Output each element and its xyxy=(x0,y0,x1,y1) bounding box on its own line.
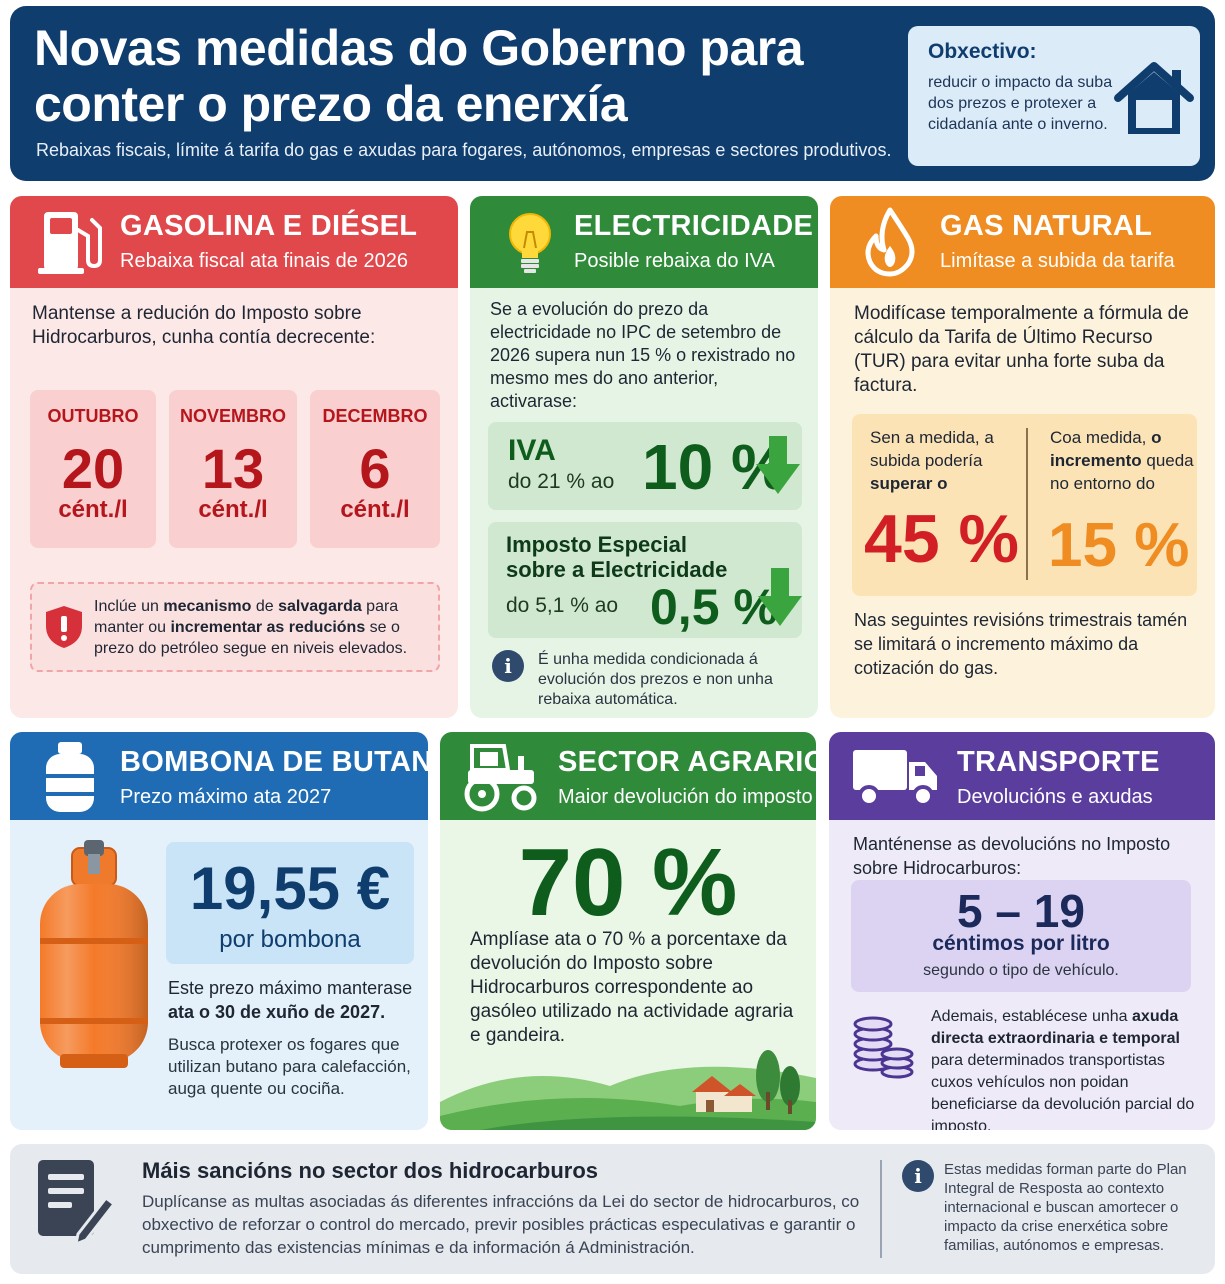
card-subtitle: Rebaixa fiscal ata finais de 2026 xyxy=(120,250,408,272)
butane-price: 19,55 € xyxy=(189,855,391,922)
tax-label: Imposto Especial sobre a Electricidade xyxy=(506,532,728,582)
card-subtitle: Posible rebaixa do IVA xyxy=(574,250,775,272)
shield-icon xyxy=(46,606,82,648)
month-name: OUTUBRO xyxy=(47,406,139,426)
fuel-pump-icon xyxy=(38,212,102,274)
card-title: SECTOR AGRARIO xyxy=(558,746,816,778)
refund-range-box: 5 – 19 céntimos por litro segundo o tipo… xyxy=(851,880,1191,992)
footer-note: Estas medidas forman parte do Plan Integ… xyxy=(944,1161,1187,1254)
butane-text-2: Busca protexer os fogares que utilizan b… xyxy=(168,1035,411,1098)
footer-text: Duplícanse as multas asociadas ás difere… xyxy=(142,1192,860,1257)
flame-icon xyxy=(865,207,915,277)
footer: Máis sancións no sector dos hidrocarburo… xyxy=(10,1144,1215,1274)
lightbulb-icon xyxy=(509,213,551,273)
month-value: 13 xyxy=(201,437,265,500)
divider xyxy=(1026,428,1028,580)
electricity-tax-box: Imposto Especial sobre a Electricidade d… xyxy=(488,522,802,638)
gasoline-intro: Mantense a redución do Imposto sobre Hid… xyxy=(32,303,376,348)
document-pen-icon xyxy=(38,1160,116,1247)
goal-text: reducir o impacto da suba dos prezos e p… xyxy=(928,74,1113,133)
card-header-agrarian: SECTOR AGRARIO Maior devolución do impos… xyxy=(440,732,816,820)
electricity-note: É unha medida condicionada á evolución d… xyxy=(538,651,773,708)
card-title: GASOLINA E DIÉSEL xyxy=(120,210,418,242)
arrow-down-icon xyxy=(758,568,802,626)
gas-cylinder-icon xyxy=(46,742,94,812)
agrarian-text: Amplíase ata o 70 % a porcentaxe da devo… xyxy=(470,929,794,1046)
month-name: NOVEMBRO xyxy=(179,406,286,426)
card-header-butane: BOMBONA DE BUTANO Prezo máximo ata 2027 xyxy=(10,732,428,820)
tractor-icon xyxy=(464,744,537,812)
divider xyxy=(880,1160,882,1258)
month-name: DECEMBRO xyxy=(322,406,428,426)
footer-title: Máis sancións no sector dos hidrocarburo… xyxy=(142,1158,598,1183)
month-box: OUTUBRO 20 cént./l xyxy=(30,390,156,548)
card-gasoline: GASOLINA E DIÉSEL Rebaixa fiscal ata fin… xyxy=(10,196,458,718)
transport-intro: Manténense as devolucións no Imposto sob… xyxy=(853,834,1171,878)
transport-aid-text: Ademais, establécese unha axuda directa … xyxy=(931,1008,1195,1130)
landscape-illustration xyxy=(440,1050,816,1130)
butane-price-unit: por bombona xyxy=(219,926,361,953)
electricity-intro: Se a evolución do prezo da electricidade… xyxy=(490,299,796,411)
card-natural-gas: GAS NATURAL Limítase a subida da tarifa … xyxy=(830,196,1215,718)
house-icon xyxy=(1114,62,1194,134)
tax-from: do 5,1 % ao xyxy=(506,594,619,617)
card-subtitle: Devolucións e axudas xyxy=(957,786,1153,808)
safeguard-note: Inclúe un mecanismo de salvagarda para m… xyxy=(30,582,440,672)
refund-range-note: segundo o tipo de vehículo. xyxy=(923,962,1119,979)
natural-gas-outro: Nas seguintes revisións trimestrais tamé… xyxy=(854,610,1188,678)
iva-box: IVA do 21 % ao 10 % xyxy=(488,422,802,510)
month-unit: cént./l xyxy=(198,496,268,523)
month-box: NOVEMBRO 13 cént./l xyxy=(169,390,297,548)
coins-icon xyxy=(853,1016,914,1079)
card-agrarian: SECTOR AGRARIO Maior devolución do impos… xyxy=(440,732,816,1130)
goal-title: Obxectivo: xyxy=(928,40,1037,63)
card-subtitle: Maior devolución do imposto xyxy=(558,786,813,808)
gas-cylinder-illustration xyxy=(40,840,148,1068)
card-transport: TRANSPORTE Devolucións e axudas Manténen… xyxy=(829,732,1215,1130)
arrow-down-icon xyxy=(756,436,800,494)
month-box: DECEMBRO 6 cént./l xyxy=(310,390,440,548)
truck-icon xyxy=(853,750,937,807)
butane-text: Este prezo máximo manterase ata o 30 de … xyxy=(168,978,413,1022)
with-measure-value: 15 % xyxy=(1048,511,1190,580)
info-icon: i xyxy=(492,650,524,682)
comparison-box: Sen a medida, a subida podería superar o… xyxy=(852,414,1197,596)
iva-from: do 21 % ao xyxy=(508,470,615,493)
card-butane: BOMBONA DE BUTANO Prezo máximo ata 2027 … xyxy=(10,732,428,1130)
card-header-natural-gas: GAS NATURAL Limítase a subida da tarifa xyxy=(830,196,1215,288)
page-title: Novas medidas do Goberno para conter o p… xyxy=(34,20,804,132)
month-value: 6 xyxy=(359,437,391,500)
card-header-electricity: ELECTRICIDADE Posible rebaixa do IVA xyxy=(470,196,818,288)
with-measure-text: Coa medida, o incremento queda no entorn… xyxy=(1050,428,1194,493)
without-measure-text: Sen a medida, a subida podería superar o xyxy=(870,428,994,493)
price-box: 19,55 € por bombona xyxy=(166,842,414,964)
refund-range-unit: céntimos por litro xyxy=(932,932,1110,955)
refund-range: 5 – 19 xyxy=(957,885,1085,937)
card-title: GAS NATURAL xyxy=(940,210,1153,242)
tax-value: 0,5 % xyxy=(650,579,778,635)
card-title: ELECTRICIDADE xyxy=(574,210,814,242)
card-header-transport: TRANSPORTE Devolucións e axudas xyxy=(829,732,1215,820)
iva-label: IVA xyxy=(508,434,556,467)
info-icon: i xyxy=(902,1160,934,1192)
goal-box: Obxectivo: reducir o impacto da suba dos… xyxy=(908,26,1200,166)
card-title: BOMBONA DE BUTANO xyxy=(120,746,428,778)
card-subtitle: Limítase a subida da tarifa xyxy=(940,250,1175,272)
month-value: 20 xyxy=(61,437,125,500)
page-subtitle: Rebaixas fiscais, límite á tarifa do gas… xyxy=(36,140,892,160)
card-electricity: ELECTRICIDADE Posible rebaixa do IVA Se … xyxy=(470,196,818,718)
month-unit: cént./l xyxy=(340,496,410,523)
month-unit: cént./l xyxy=(58,496,128,523)
without-measure-value: 45 % xyxy=(864,501,1019,577)
agrarian-value: 70 % xyxy=(518,829,738,936)
natural-gas-intro: Modifícase temporalmente a fórmula de cá… xyxy=(854,303,1189,396)
header: Novas medidas do Goberno para conter o p… xyxy=(10,6,1215,181)
card-subtitle: Prezo máximo ata 2027 xyxy=(120,786,332,808)
card-title: TRANSPORTE xyxy=(957,746,1160,778)
card-header-gasoline: GASOLINA E DIÉSEL Rebaixa fiscal ata fin… xyxy=(10,196,458,288)
safeguard-text: Inclúe un mecanismo de salvagarda para m… xyxy=(94,598,408,657)
